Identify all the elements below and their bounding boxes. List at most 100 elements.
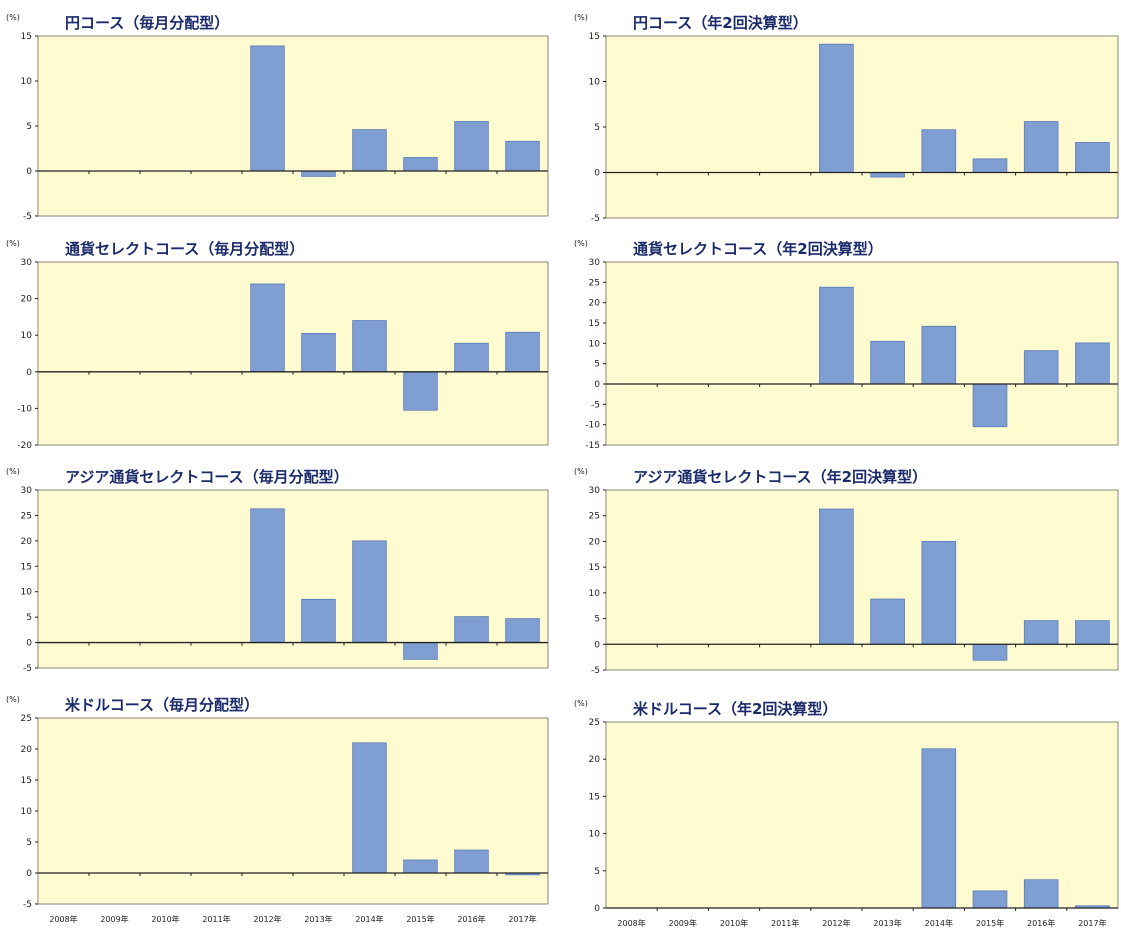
- chart-8: (%) 米ドルコース（年2回決算型） 0 5 10 15 20 25 2008年 2009年 201…: [560, 680, 1119, 929]
- bar-2014年: [921, 325, 957, 385]
- y-tick-label: -10: [17, 404, 32, 414]
- bar-2014年: [352, 129, 387, 172]
- y-tick-label: 10: [589, 78, 601, 88]
- chart-6: (%) アジア通貨セレクトコース（年2回決算型） -5 0 5 10 15 20 25 30: [560, 465, 1119, 680]
- x-tick-label: 2012年: [253, 914, 281, 924]
- bar-2012年: [819, 43, 854, 173]
- y-tick-label: 0: [26, 167, 32, 177]
- chart-svg: (%) アジア通貨セレクトコース（年2回決算型） -5 0 5 10 15 20 25 30: [574, 467, 1119, 676]
- y-tick-label: 30: [21, 258, 33, 268]
- y-tick-label: 10: [21, 588, 33, 598]
- chart-title: アジア通貨セレクトコース（毎月分配型）: [65, 468, 349, 486]
- x-tick-label: 2015年: [406, 914, 434, 924]
- bar-2016年: [454, 849, 489, 874]
- x-tick-label: 2011年: [202, 914, 230, 924]
- x-tick-label: 2009年: [669, 918, 697, 928]
- bar-2014年: [921, 541, 957, 645]
- y-unit-label: (%): [574, 13, 588, 22]
- x-tick-label: 2013年: [873, 918, 901, 928]
- bar-2015年: [972, 643, 1008, 661]
- y-tick-label: 0: [594, 640, 600, 650]
- chart-title: 米ドルコース（年2回決算型）: [633, 700, 837, 718]
- y-tick-label: 30: [21, 486, 33, 496]
- bar-2014年: [352, 320, 387, 373]
- chart-svg: (%) 米ドルコース（年2回決算型） 0 5 10 15 20 25 2008年 2009年 201…: [574, 699, 1119, 928]
- x-tick-label: 2017年: [1078, 918, 1106, 928]
- chart-title: 通貨セレクトコース（年2回決算型）: [633, 240, 883, 258]
- chart-svg: (%) 米ドルコース（毎月分配型） -5 0 5 10 15 20 25 2008年 2009年 20…: [6, 695, 549, 924]
- y-unit-label: (%): [6, 467, 20, 476]
- y-tick-label: 5: [594, 123, 600, 133]
- bar-2012年: [250, 508, 285, 643]
- x-tick-label: 2011年: [771, 918, 799, 928]
- y-tick-label: 0: [594, 169, 600, 179]
- y-tick-label: 0: [26, 869, 32, 879]
- y-tick-label: 5: [26, 838, 32, 848]
- chart-svg: (%) 通貨セレクトコース（年2回決算型） -15 -10 -5 0 5 10 15 20 25 30: [574, 239, 1119, 451]
- bar-2015年: [403, 371, 438, 411]
- chart-title: アジア通貨セレクトコース（年2回決算型）: [633, 468, 927, 486]
- x-tick-label: 2014年: [355, 914, 383, 924]
- bar-2017年: [505, 140, 540, 172]
- bar-2015年: [972, 383, 1008, 428]
- x-tick-label: 2014年: [925, 918, 953, 928]
- y-tick-label: 20: [589, 299, 601, 309]
- bar-2017年: [505, 331, 540, 373]
- y-unit-label: (%): [574, 467, 588, 476]
- y-tick-label: 20: [589, 537, 601, 547]
- y-tick-label: 15: [589, 792, 600, 802]
- y-tick-label: 0: [26, 639, 32, 649]
- y-tick-label: 10: [21, 807, 33, 817]
- y-tick-label: 15: [21, 562, 32, 572]
- bar-2015年: [403, 642, 438, 660]
- y-tick-label: 20: [21, 295, 33, 305]
- bar-2017年: [1075, 620, 1110, 645]
- bar-2013年: [301, 598, 336, 643]
- y-tick-label: 20: [21, 745, 33, 755]
- bar-2015年: [972, 890, 1008, 909]
- x-tick-label: 2008年: [617, 918, 645, 928]
- bar-2016年: [454, 616, 489, 643]
- y-tick-label: 5: [594, 360, 600, 370]
- bar-2012年: [250, 45, 285, 172]
- y-tick-label: 25: [21, 511, 32, 521]
- bar-2013年: [301, 170, 336, 177]
- bar-2013年: [870, 340, 905, 385]
- x-tick-label: 2017年: [508, 914, 536, 924]
- y-tick-label: 10: [21, 331, 33, 341]
- y-tick-label: 25: [589, 718, 600, 728]
- bar-2014年: [921, 129, 957, 173]
- y-tick-label: 5: [26, 122, 32, 132]
- y-tick-label: -5: [591, 666, 600, 676]
- plot-area: [37, 717, 549, 905]
- chart-title: 通貨セレクトコース（毎月分配型）: [65, 240, 304, 258]
- y-tick-label: -5: [23, 212, 32, 222]
- chart-7: (%) 米ドルコース（毎月分配型） -5 0 5 10 15 20 25 2008年 2009年 20…: [0, 680, 555, 929]
- y-tick-label: -5: [23, 664, 32, 674]
- chart-3: (%) 通貨セレクトコース（毎月分配型） -20 -10 0 10 20 30: [0, 235, 555, 470]
- x-tick-label: 2012年: [822, 918, 850, 928]
- y-unit-label: (%): [574, 239, 588, 248]
- bar-2017年: [1075, 142, 1110, 173]
- chart-1: (%) 円コース（毎月分配型） -5 0 5 10 15: [0, 0, 555, 235]
- chart-svg: (%) 円コース（毎月分配型） -5 0 5 10 15: [6, 13, 549, 222]
- bar-2014年: [921, 748, 957, 909]
- chart-title: 円コース（年2回決算型）: [633, 14, 808, 32]
- y-tick-label: 30: [589, 258, 601, 268]
- y-tick-label: 5: [594, 867, 600, 877]
- x-tick-label: 2016年: [1027, 918, 1055, 928]
- x-tick-label: 2016年: [457, 914, 485, 924]
- y-tick-label: 20: [589, 755, 601, 765]
- y-tick-label: 15: [589, 563, 600, 573]
- x-tick-label: 2010年: [151, 914, 179, 924]
- bar-2016年: [1023, 121, 1059, 173]
- y-tick-label: 15: [589, 32, 600, 42]
- y-tick-label: 20: [21, 537, 33, 547]
- chart-title: 米ドルコース（毎月分配型）: [65, 696, 259, 714]
- bar-2015年: [972, 158, 1008, 173]
- chart-title: 円コース（毎月分配型）: [65, 14, 229, 32]
- y-unit-label: (%): [6, 13, 20, 22]
- y-tick-label: 0: [594, 904, 600, 914]
- bar-2015年: [403, 157, 438, 172]
- bar-2016年: [1023, 879, 1059, 909]
